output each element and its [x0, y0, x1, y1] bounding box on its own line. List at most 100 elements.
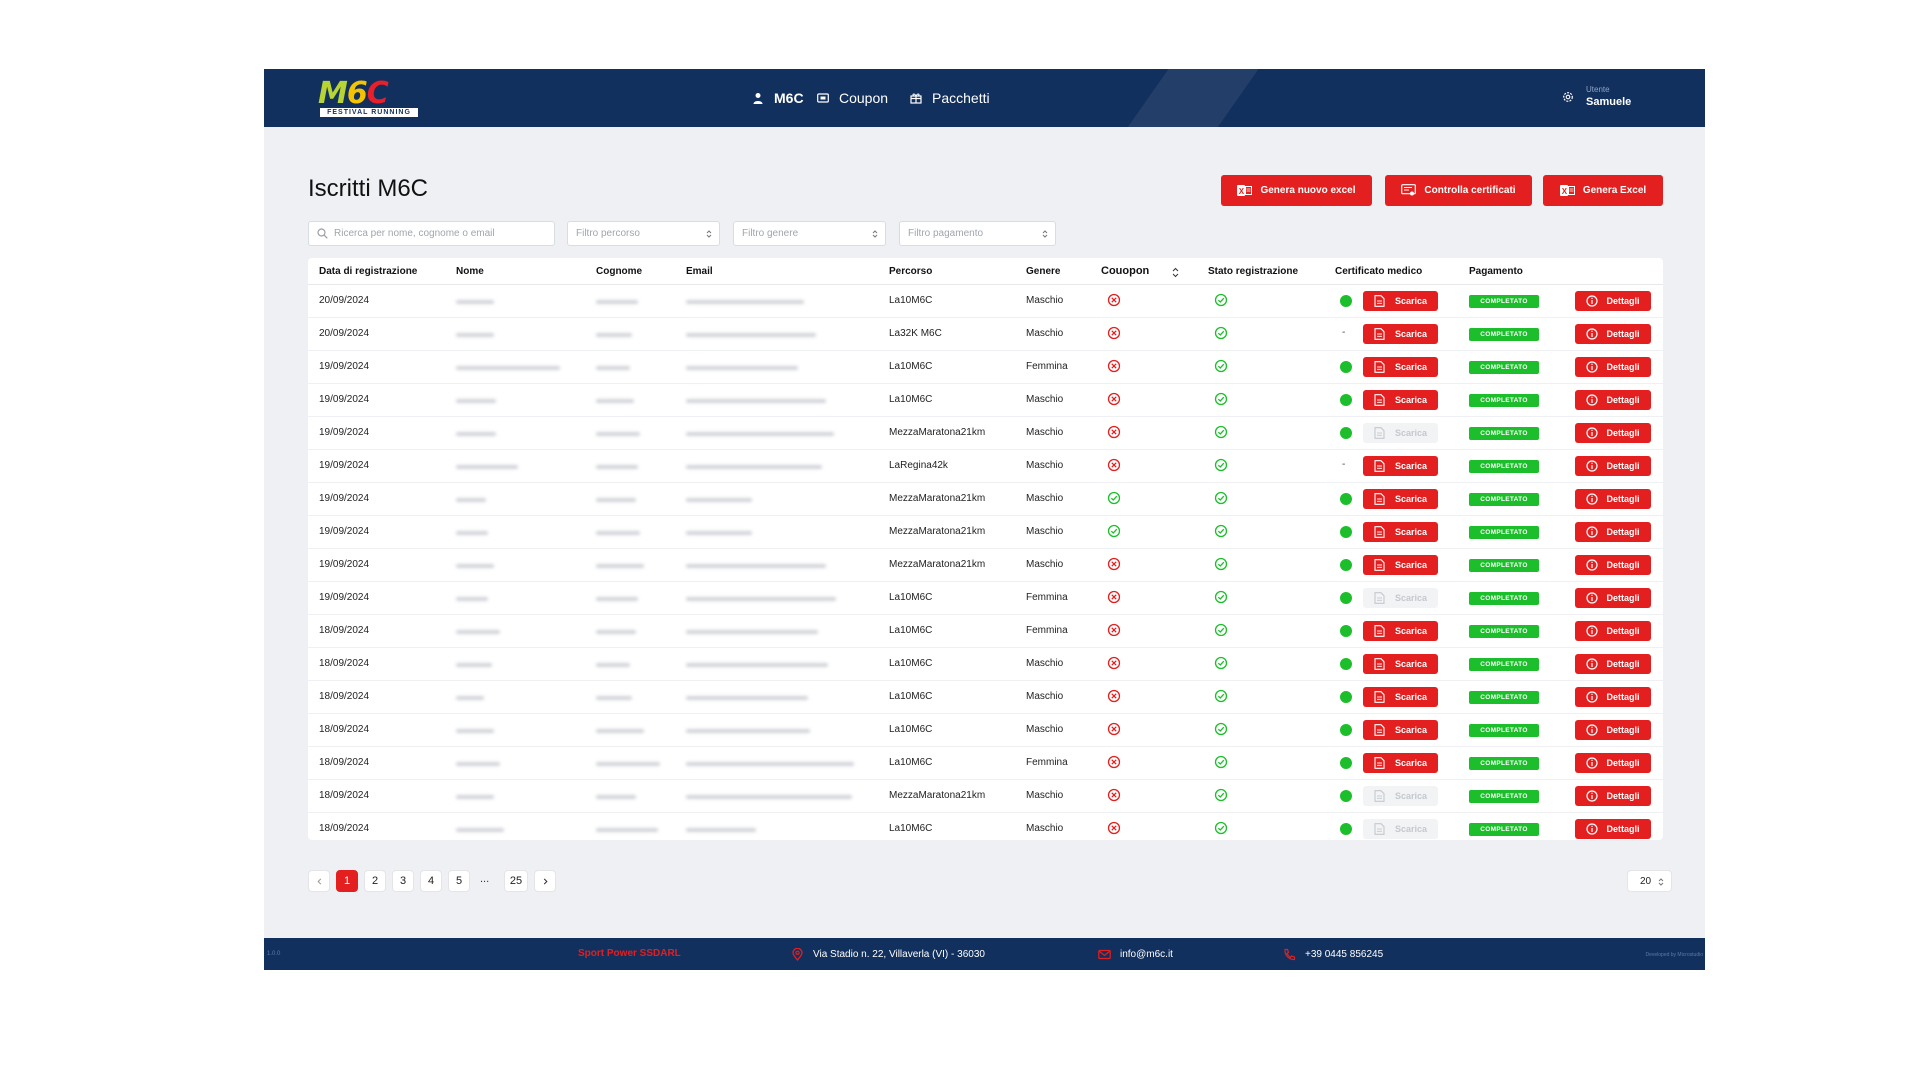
download-certificate-button: Scarica — [1363, 588, 1438, 608]
details-button[interactable]: Dettagli — [1575, 489, 1651, 509]
download-label: Scarica — [1394, 395, 1428, 405]
generate-excel-button[interactable]: X Genera Excel — [1543, 175, 1663, 206]
search-input[interactable]: Ricerca per nome, cognome o email — [308, 221, 555, 246]
download-certificate-button[interactable]: Scarica — [1363, 555, 1438, 575]
col-certificate[interactable]: Certificato medico — [1335, 266, 1423, 277]
page-button-4[interactable]: 4 — [420, 870, 442, 892]
user-name: Samuele — [1586, 96, 1632, 108]
details-button[interactable]: Dettagli — [1575, 423, 1651, 443]
sort-icon[interactable] — [1172, 267, 1179, 278]
logo-mark: M6C — [318, 76, 389, 111]
download-certificate-button: Scarica — [1363, 819, 1438, 839]
col-status[interactable]: Stato registrazione — [1208, 266, 1299, 277]
page-button-1[interactable]: 1 — [336, 870, 358, 892]
details-button[interactable]: Dettagli — [1575, 687, 1651, 707]
details-button[interactable]: Dettagli — [1575, 522, 1651, 542]
download-certificate-button[interactable]: Scarica — [1363, 489, 1438, 509]
page-size-select[interactable]: 20 — [1627, 870, 1672, 892]
page-button-2[interactable]: 2 — [364, 870, 386, 892]
details-button[interactable]: Dettagli — [1575, 621, 1651, 641]
page-button-3[interactable]: 3 — [392, 870, 414, 892]
user-menu[interactable]: Utente Samuele — [1562, 83, 1652, 113]
details-button[interactable]: Dettagli — [1575, 753, 1651, 773]
download-certificate-button[interactable]: Scarica — [1363, 357, 1438, 377]
cell-date: 19/09/2024 — [319, 460, 370, 471]
cell-date: 18/09/2024 — [319, 790, 370, 801]
col-route[interactable]: Percorso — [889, 266, 933, 277]
check-certificates-button[interactable]: Controlla certificati — [1385, 175, 1532, 206]
m6c-logo[interactable]: M6C FESTIVAL RUNNING — [318, 77, 422, 119]
download-certificate-button[interactable]: Scarica — [1363, 522, 1438, 542]
footer-phone-text: +39 0445 856245 — [1305, 949, 1384, 960]
cell-email-redacted — [686, 399, 826, 403]
download-certificate-button[interactable]: Scarica — [1363, 753, 1438, 773]
gender-filter-select[interactable]: Filtro genere — [733, 221, 886, 246]
details-button[interactable]: Dettagli — [1575, 357, 1651, 377]
status-check-icon — [1214, 722, 1228, 736]
cell-route: La32K M6C — [889, 328, 942, 339]
gift-icon — [910, 93, 922, 104]
cell-gender: Maschio — [1026, 493, 1064, 504]
details-label: Dettagli — [1606, 428, 1640, 438]
download-certificate-button[interactable]: Scarica — [1363, 720, 1438, 740]
search-icon — [317, 228, 328, 239]
download-certificate-button[interactable]: Scarica — [1363, 687, 1438, 707]
nav-item-pacchetti[interactable]: Pacchetti — [910, 69, 990, 127]
col-payment[interactable]: Pagamento — [1469, 266, 1523, 277]
table-row: 18/09/2024 La10M6C Femmina Scarica COMPLET… — [308, 747, 1663, 780]
download-certificate-button[interactable]: Scarica — [1363, 390, 1438, 410]
cell-first-name-redacted — [456, 366, 560, 370]
generate-new-excel-button[interactable]: X Genera nuovo excel — [1221, 175, 1372, 206]
cell-route: MezzaMaratona21km — [889, 790, 986, 801]
document-icon — [1374, 361, 1385, 373]
nav-item-coupon[interactable]: Coupon — [817, 69, 888, 127]
status-check-icon — [1214, 458, 1228, 472]
route-filter-select[interactable]: Filtro percorso — [567, 221, 720, 246]
page-button-5[interactable]: 5 — [448, 870, 470, 892]
details-button[interactable]: Dettagli — [1575, 720, 1651, 740]
details-label: Dettagli — [1606, 725, 1640, 735]
cell-email-redacted — [686, 729, 810, 733]
table-row: 19/09/2024 MezzaMaratona21km Maschio Scari… — [308, 483, 1663, 516]
details-button[interactable]: Dettagli — [1575, 555, 1651, 575]
table-row: 19/09/2024 MezzaMaratona21km Maschio Scari… — [308, 516, 1663, 549]
download-certificate-button[interactable]: Scarica — [1363, 654, 1438, 674]
details-button[interactable]: Dettagli — [1575, 324, 1651, 344]
cell-email-redacted — [686, 333, 816, 337]
details-button[interactable]: Dettagli — [1575, 456, 1651, 476]
download-certificate-button[interactable]: Scarica — [1363, 324, 1438, 344]
cell-route: La10M6C — [889, 394, 933, 405]
download-certificate-button[interactable]: Scarica — [1363, 456, 1438, 476]
details-button[interactable]: Dettagli — [1575, 819, 1651, 839]
col-first-name[interactable]: Nome — [456, 266, 484, 277]
cell-gender: Maschio — [1026, 658, 1064, 669]
download-certificate-button[interactable]: Scarica — [1363, 291, 1438, 311]
col-coupon[interactable]: Couopon — [1101, 265, 1150, 277]
details-button[interactable]: Dettagli — [1575, 786, 1651, 806]
footer: 1.0.0 Sport Power SSDARL Via Stadio n. 2… — [264, 938, 1705, 970]
table-header: Data di registrazione Nome Cognome Email… — [308, 258, 1663, 285]
next-page-button[interactable] — [534, 870, 556, 892]
prev-page-button[interactable] — [308, 870, 330, 892]
details-button[interactable]: Dettagli — [1575, 390, 1651, 410]
coupon-x-icon — [1107, 293, 1121, 307]
footer-email-link[interactable]: info@m6c.it — [1098, 948, 1173, 961]
coupon-x-icon — [1107, 788, 1121, 802]
details-button[interactable]: Dettagli — [1575, 588, 1651, 608]
payment-status-badge: COMPLETATO — [1469, 394, 1539, 407]
col-email[interactable]: Email — [686, 266, 713, 277]
nav-item-m6c[interactable]: M6C — [752, 69, 804, 127]
details-label: Dettagli — [1606, 395, 1640, 405]
details-button[interactable]: Dettagli — [1575, 291, 1651, 311]
download-label: Scarica — [1394, 296, 1428, 306]
payment-filter-select[interactable]: Filtro pagamento — [899, 221, 1056, 246]
col-last-name[interactable]: Cognome — [596, 266, 643, 277]
svg-text:X: X — [1239, 187, 1245, 196]
footer-phone-link[interactable]: +39 0445 856245 — [1283, 948, 1383, 961]
col-gender[interactable]: Genere — [1026, 266, 1061, 277]
page-button-last[interactable]: 25 — [504, 870, 528, 892]
col-date[interactable]: Data di registrazione — [319, 266, 418, 277]
details-button[interactable]: Dettagli — [1575, 654, 1651, 674]
cell-first-name-redacted — [456, 531, 488, 535]
download-certificate-button[interactable]: Scarica — [1363, 621, 1438, 641]
